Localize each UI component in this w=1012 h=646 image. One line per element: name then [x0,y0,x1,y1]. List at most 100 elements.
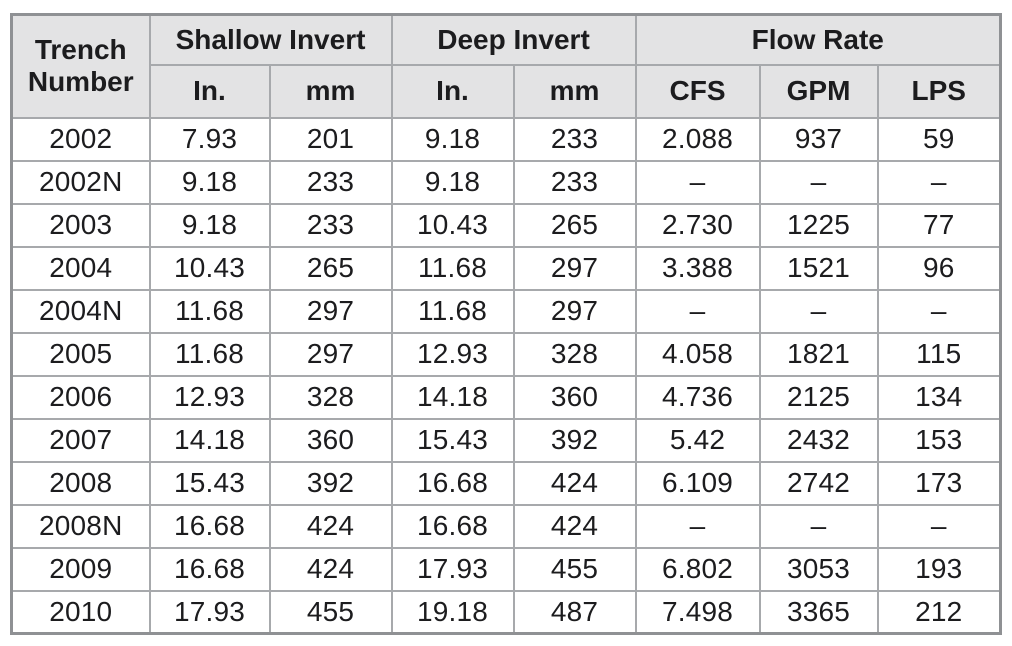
value-cell: 11.68 [148,331,271,377]
value-cell: 424 [268,546,393,592]
trench-number-cell: 2003 [10,202,151,248]
value-cell: 19.18 [390,589,515,635]
value-cell: 9.18 [390,116,515,162]
table-row: 2002 7.93 201 9.18 233 2.088 937 59 [10,116,1002,162]
value-cell: 2742 [758,460,879,506]
value-cell: 10.43 [148,245,271,291]
value-cell: – [758,159,879,205]
column-header-shallow-mm: mm [268,63,393,119]
trench-number-cell: 2004N [10,288,151,334]
value-cell: 2.730 [634,202,761,248]
value-cell: 233 [268,159,393,205]
value-cell: 153 [876,417,1002,463]
value-cell: 16.68 [390,460,515,506]
column-header-deep-mm: mm [512,63,637,119]
value-cell: 14.18 [390,374,515,420]
value-cell: 14.18 [148,417,271,463]
value-cell: 11.68 [390,245,515,291]
trench-number-cell: 2009 [10,546,151,592]
value-cell: 328 [512,331,637,377]
value-cell: 2432 [758,417,879,463]
column-header-shallow-in: In. [148,63,271,119]
value-cell: 265 [512,202,637,248]
value-cell: 265 [268,245,393,291]
value-cell: 15.43 [390,417,515,463]
value-cell: 297 [512,245,637,291]
value-cell: 12.93 [390,331,515,377]
value-cell: 392 [268,460,393,506]
table-row: 2004N 11.68 297 11.68 297– – – [10,288,1002,334]
value-cell: 15.43 [148,460,271,506]
value-cell: 9.18 [148,202,271,248]
value-cell: 10.43 [390,202,515,248]
value-cell: 115 [876,331,1002,377]
trench-number-cell: 2006 [10,374,151,420]
column-header-trench-number: Trench Number [10,13,151,119]
trench-number-cell: 2008 [10,460,151,506]
trench-number-cell: 2007 [10,417,151,463]
table-row: 2003 9.18 233 10.43 265 2.730 1225 77 [10,202,1002,248]
value-cell: 9.18 [148,159,271,205]
header-sub-row: In. mm In. mm CFS GPM LPS [12,63,1002,119]
value-cell: 328 [268,374,393,420]
value-cell: 16.68 [390,503,515,549]
table-row: 2005 11.68 297 12.93 328 4.058 1821 115 [10,331,1002,377]
value-cell: 424 [512,503,637,549]
value-cell: 360 [512,374,637,420]
value-cell: 455 [512,546,637,592]
value-cell: 3365 [758,589,879,635]
value-cell: – [758,288,879,334]
table-row: 2006 12.93 328 14.18 360 4.736 2125 134 [10,374,1002,420]
value-cell: – [876,503,1002,549]
trench-number-cell: 2002 [10,116,151,162]
table-row: 2007 14.18 360 15.43 392 5.42 2432 153 [10,417,1002,463]
table-row: 2010 17.93 455 19.18 487 7.498 3365 212 [10,589,1002,635]
value-cell: 193 [876,546,1002,592]
value-cell: 12.93 [148,374,271,420]
column-header-lps: LPS [876,63,1002,119]
trench-number-cell: 2010 [10,589,151,635]
value-cell: 297 [512,288,637,334]
value-cell: 1821 [758,331,879,377]
value-cell: 201 [268,116,393,162]
value-cell: 937 [758,116,879,162]
value-cell: 16.68 [148,546,271,592]
value-cell: – [758,503,879,549]
value-cell: 424 [512,460,637,506]
value-cell: 4.058 [634,331,761,377]
value-cell: 11.68 [390,288,515,334]
column-group-shallow-invert: Shallow Invert [148,13,393,66]
value-cell: 392 [512,417,637,463]
value-cell: 96 [876,245,1002,291]
value-cell: 233 [512,159,637,205]
value-cell: 233 [268,202,393,248]
value-cell: 4.736 [634,374,761,420]
value-cell: 17.93 [390,546,515,592]
column-group-deep-invert: Deep Invert [390,13,637,66]
value-cell: 7.93 [148,116,271,162]
value-cell: 233 [512,116,637,162]
value-cell: 2.088 [634,116,761,162]
value-cell: – [634,503,761,549]
table-row: 2008N 16.68 424 16.68 424– – – [10,503,1002,549]
value-cell: 134 [876,374,1002,420]
value-cell: – [876,159,1002,205]
value-cell: 11.68 [148,288,271,334]
column-header-gpm: GPM [758,63,879,119]
table-row: 2009 16.68 424 17.93 455 6.802 3053 193 [10,546,1002,592]
column-header-cfs: CFS [634,63,761,119]
value-cell: 6.109 [634,460,761,506]
value-cell: 455 [268,589,393,635]
trench-number-cell: 2002N [10,159,151,205]
trench-number-cell: 2008N [10,503,151,549]
value-cell: 5.42 [634,417,761,463]
value-cell: 7.498 [634,589,761,635]
trench-number-cell: 2004 [10,245,151,291]
value-cell: – [876,288,1002,334]
value-cell: 3053 [758,546,879,592]
value-cell: 77 [876,202,1002,248]
trench-number-cell: 2005 [10,331,151,377]
value-cell: 2125 [758,374,879,420]
value-cell: 487 [512,589,637,635]
